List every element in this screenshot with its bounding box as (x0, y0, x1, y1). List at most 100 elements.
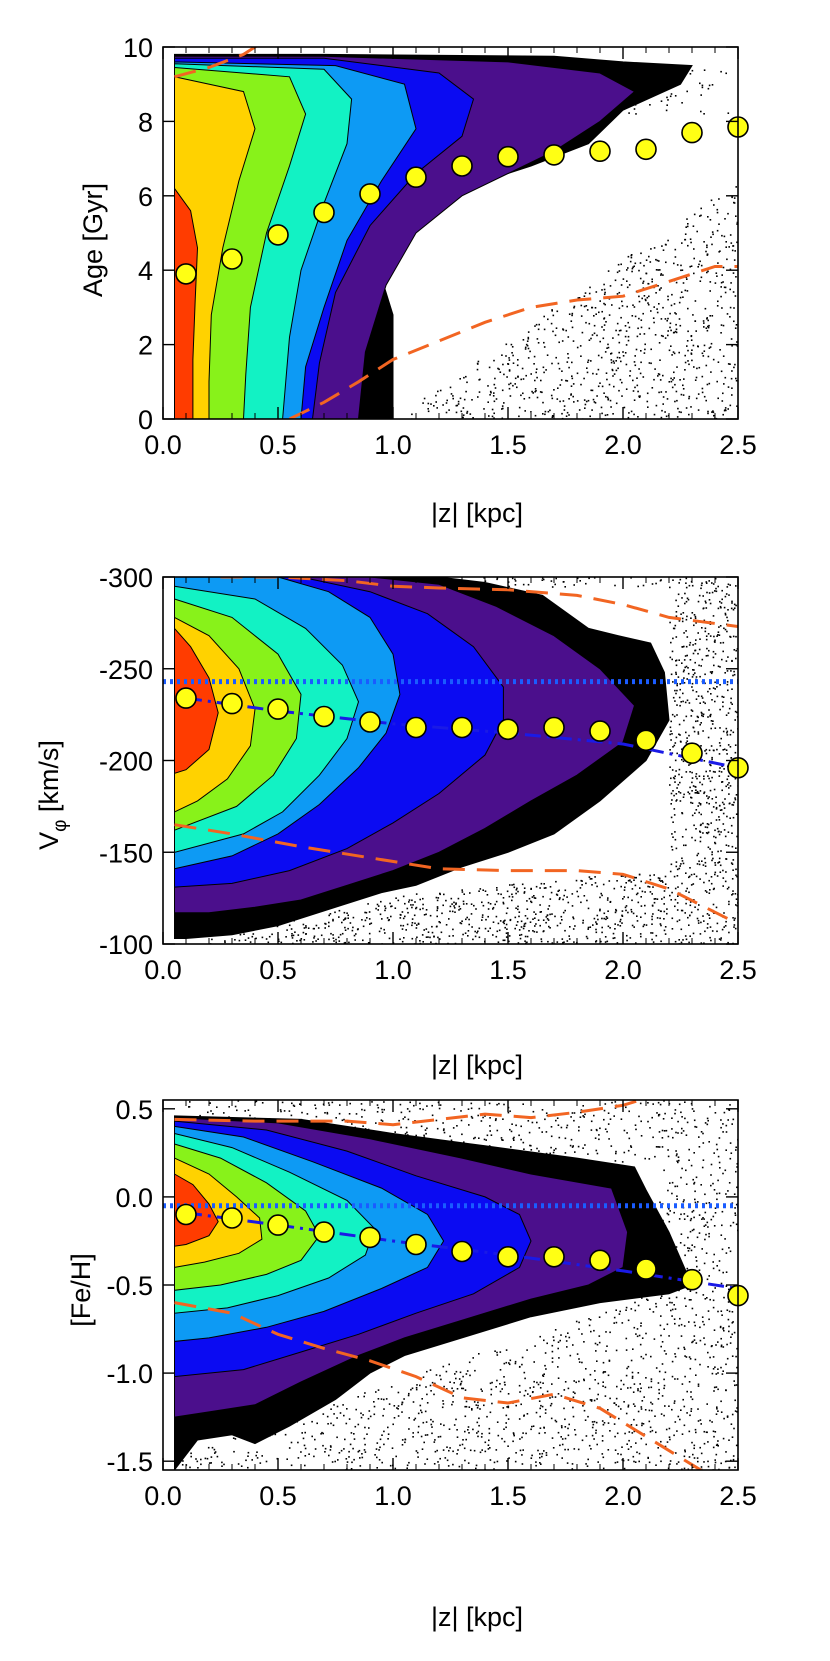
scatter-point (505, 1414, 508, 1417)
scatter-point (543, 883, 545, 885)
scatter-point (638, 295, 640, 298)
scatter-point (667, 887, 670, 889)
scatter-point (288, 1447, 291, 1449)
scatter-point (721, 658, 723, 661)
scatter-point (363, 1395, 365, 1398)
scatter-point (712, 749, 715, 752)
scatter-point (625, 1349, 628, 1351)
scatter-point (513, 1139, 515, 1141)
scatter-point (361, 1116, 363, 1118)
scatter-point (698, 1136, 700, 1138)
scatter-point (682, 939, 684, 941)
scatter-point (718, 833, 721, 836)
scatter-point (474, 935, 477, 938)
scatter-point (234, 1105, 237, 1108)
scatter-point (522, 392, 524, 395)
scatter-point (369, 923, 371, 925)
scatter-point (496, 1460, 499, 1463)
scatter-point (589, 1399, 592, 1401)
scatter-point (669, 870, 672, 873)
scatter-point (716, 1406, 718, 1408)
scatter-point (435, 394, 437, 397)
scatter-point (704, 1224, 707, 1226)
scatter-point (569, 926, 571, 928)
scatter-point (625, 1306, 628, 1309)
scatter-point (335, 941, 337, 944)
scatter-point (584, 407, 586, 409)
scatter-point (585, 935, 588, 938)
scatter-point (672, 331, 675, 334)
scatter-point (735, 1223, 738, 1226)
scatter-point (396, 1407, 398, 1409)
scatter-point (210, 1110, 212, 1112)
scatter-point (690, 1410, 692, 1412)
scatter-point (698, 1146, 701, 1148)
scatter-point (645, 924, 648, 926)
scatter-point (709, 770, 711, 772)
scatter-point (383, 1443, 385, 1446)
scatter-point (613, 1402, 615, 1404)
scatter-point (633, 265, 635, 268)
scatter-point (673, 715, 676, 718)
scatter-point (627, 896, 629, 899)
scatter-point (669, 322, 672, 325)
scatter-point (727, 656, 729, 658)
scatter-point (626, 939, 628, 942)
scatter-point (638, 300, 641, 303)
scatter-point (431, 1432, 433, 1435)
scatter-point (514, 580, 517, 582)
scatter-point (416, 936, 418, 939)
scatter-point (314, 1438, 316, 1441)
scatter-point (251, 935, 254, 938)
scatter-point (383, 1108, 385, 1111)
scatter-point (255, 1100, 258, 1103)
scatter-point (698, 1232, 701, 1234)
scatter-point (491, 1381, 493, 1384)
scatter-point (651, 387, 654, 389)
scatter-point (719, 767, 721, 769)
scatter-point (327, 1102, 330, 1104)
scatter-point (722, 392, 724, 395)
scatter-point (671, 891, 673, 894)
scatter-point (656, 898, 659, 900)
scatter-point (698, 811, 700, 814)
scatter-point (704, 750, 706, 752)
scatter-point (662, 335, 664, 338)
scatter-point (695, 1314, 697, 1316)
scatter-point (631, 267, 634, 270)
scatter-point (200, 1458, 202, 1461)
scatter-point (713, 1225, 716, 1227)
scatter-point (617, 1405, 620, 1408)
scatter-point (627, 1406, 630, 1408)
scatter-point (663, 1384, 666, 1387)
scatter-point (731, 1311, 734, 1313)
scatter-point (701, 783, 704, 786)
x-axis-label-age: |z| [kpc] (431, 498, 523, 528)
scatter-point (732, 1118, 735, 1121)
scatter-point (459, 378, 461, 380)
scatter-point (731, 894, 733, 896)
scatter-point (431, 931, 434, 934)
scatter-point (545, 916, 548, 918)
scatter-point (601, 931, 603, 934)
scatter-point (717, 1372, 719, 1374)
scatter-point (662, 881, 664, 883)
mean-point (451, 716, 473, 739)
scatter-point (518, 1134, 520, 1137)
scatter-point (574, 1151, 576, 1153)
scatter-point (684, 1117, 686, 1120)
scatter-point (728, 1182, 731, 1184)
scatter-point (459, 1383, 462, 1386)
scatter-point (473, 904, 475, 907)
scatter-point (722, 650, 724, 653)
scatter-point (520, 1125, 522, 1128)
scatter-point (547, 919, 550, 921)
scatter-point (519, 937, 522, 940)
scatter-point (465, 918, 467, 921)
scatter-point (572, 1391, 575, 1393)
scatter-point (694, 320, 697, 322)
scatter-point (717, 585, 719, 588)
scatter-point (427, 402, 430, 405)
scatter-point (624, 876, 627, 878)
scatter-point (680, 701, 682, 703)
